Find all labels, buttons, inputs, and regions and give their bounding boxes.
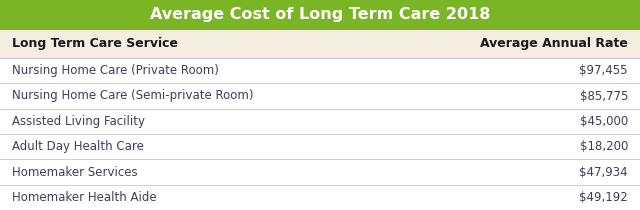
Text: Homemaker Services: Homemaker Services	[12, 165, 138, 178]
Bar	[0, 185, 640, 210]
Text: $45,000: $45,000	[580, 115, 628, 128]
Text: Average Annual Rate: Average Annual Rate	[480, 38, 628, 50]
Bar	[0, 159, 640, 185]
Text: Adult Day Health Care: Adult Day Health Care	[12, 140, 144, 153]
Text: Assisted Living Facility: Assisted Living Facility	[12, 115, 145, 128]
Bar	[0, 109, 640, 134]
Text: $85,775: $85,775	[580, 89, 628, 102]
Text: $18,200: $18,200	[580, 140, 628, 153]
Text: Homemaker Health Aide: Homemaker Health Aide	[12, 191, 157, 204]
Bar	[0, 83, 640, 109]
Text: Long Term Care Service: Long Term Care Service	[12, 38, 178, 50]
Text: $47,934: $47,934	[579, 165, 628, 178]
Text: Nursing Home Care (Private Room): Nursing Home Care (Private Room)	[12, 64, 219, 77]
Text: Average Cost of Long Term Care 2018: Average Cost of Long Term Care 2018	[150, 8, 490, 22]
Bar	[0, 58, 640, 83]
Text: Nursing Home Care (Semi-private Room): Nursing Home Care (Semi-private Room)	[12, 89, 253, 102]
Text: $97,455: $97,455	[579, 64, 628, 77]
Bar	[0, 30, 640, 58]
Bar	[0, 134, 640, 159]
Text: $49,192: $49,192	[579, 191, 628, 204]
Bar	[0, 0, 640, 30]
